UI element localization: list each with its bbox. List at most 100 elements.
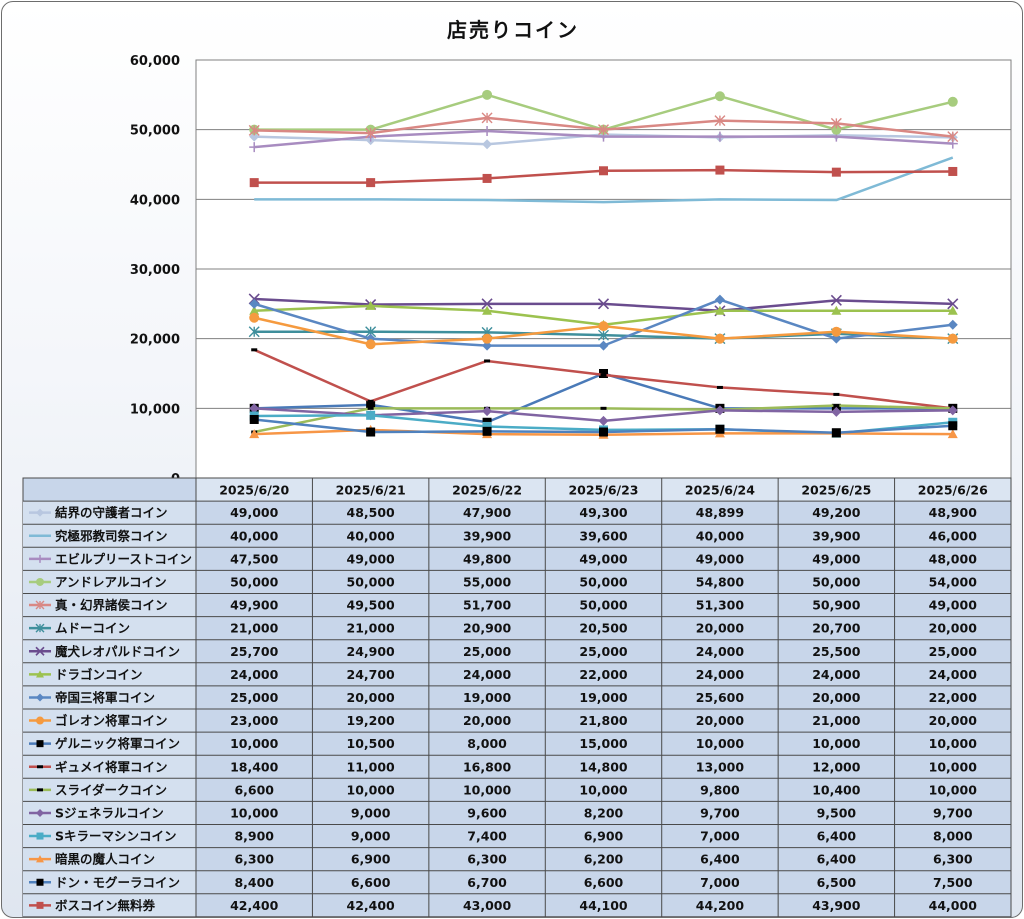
table-value: 21,000: [347, 621, 396, 636]
data-point: [947, 96, 958, 107]
table-value: 10,000: [696, 736, 745, 751]
table-value: 25,600: [696, 690, 745, 705]
table-value: 24,700: [347, 667, 396, 682]
table-value: 10,000: [463, 782, 512, 797]
table-value: 21,000: [812, 713, 861, 728]
table-value: 49,300: [579, 505, 628, 520]
series-line: [254, 156, 954, 204]
table-value: 39,900: [812, 528, 861, 543]
table-value: 6,600: [234, 782, 274, 797]
table-value: 20,700: [812, 621, 861, 636]
table-value: 20,000: [812, 690, 861, 705]
table-value: 24,000: [696, 644, 745, 659]
table-value: 48,500: [347, 505, 396, 520]
table-value: 6,600: [351, 875, 391, 890]
series-name: Sキラーマシンコイン: [55, 829, 177, 844]
series-name: ゲルニック将軍コイン: [55, 736, 180, 751]
x-category-label: 2025/6/21: [336, 483, 406, 498]
data-point: [714, 91, 725, 102]
data-point: [714, 305, 725, 315]
data-point: [600, 406, 607, 410]
table-value: 9,700: [933, 805, 973, 820]
data-point: [482, 333, 493, 344]
data-point: [482, 89, 493, 100]
data-point: [714, 333, 725, 344]
data-point: [947, 333, 958, 344]
legend-key-marker: [35, 646, 45, 656]
table-value: 22,000: [929, 690, 978, 705]
table-value: 8,400: [234, 875, 274, 890]
data-point: [715, 424, 725, 434]
table-value: 10,000: [929, 759, 978, 774]
table-value: 50,000: [812, 574, 861, 589]
x-category-label: 2025/6/20: [219, 483, 289, 498]
data-point: [598, 340, 609, 351]
data-point: [481, 298, 493, 310]
y-tick-label: 10,000: [130, 402, 180, 417]
table-value: 6,400: [817, 829, 857, 844]
y-tick-label: 20,000: [130, 333, 180, 348]
data-point: [482, 173, 492, 183]
data-point: [366, 178, 376, 188]
table-value: 49,500: [347, 598, 396, 613]
data-point: [831, 428, 841, 438]
x-category-label: 2025/6/22: [452, 483, 522, 498]
table-value: 55,000: [463, 574, 512, 589]
table-value: 7,400: [467, 829, 507, 844]
data-point: [249, 131, 260, 142]
table-value: 15,000: [579, 736, 628, 751]
table-value: 6,400: [817, 852, 857, 867]
table-value: 10,000: [579, 782, 628, 797]
table-value: 50,000: [230, 574, 279, 589]
series-name: エビルプリーストコイン: [55, 551, 192, 566]
table-value: 16,800: [463, 759, 512, 774]
data-point: [947, 429, 958, 439]
legend-key-marker: [36, 740, 44, 748]
series-name: 魔犬レオパルドコイン: [55, 644, 180, 659]
data-point: [599, 427, 608, 437]
table-value: 40,000: [696, 528, 745, 543]
data-point: [481, 112, 493, 124]
table-value: 10,000: [230, 805, 279, 820]
legend-key-marker: [36, 554, 44, 563]
table-value: 39,600: [579, 528, 628, 543]
table-value: 25,000: [929, 644, 978, 659]
table-value: 50,900: [812, 598, 861, 613]
table-value: 43,900: [812, 898, 861, 913]
table-value: 20,000: [929, 713, 978, 728]
data-point: [482, 126, 493, 137]
data-point: [365, 339, 376, 350]
data-point: [249, 298, 260, 309]
data-point: [714, 131, 725, 142]
data-point: [597, 298, 610, 310]
table-value: 7,500: [933, 875, 973, 890]
legend-key-marker: [36, 716, 44, 725]
table-value: 40,000: [230, 528, 279, 543]
table-value: 44,100: [579, 898, 628, 913]
data-point: [482, 426, 492, 436]
table-value: 25,000: [579, 644, 628, 659]
legend-key-marker: [36, 832, 44, 840]
legend-key-marker: [37, 788, 43, 792]
data-point: [482, 421, 492, 431]
data-point: [831, 305, 842, 315]
table-value: 24,900: [347, 644, 396, 659]
legend-key-marker: [35, 623, 45, 633]
data-point: [249, 312, 260, 323]
table-value: 19,000: [463, 690, 512, 705]
data-point: [831, 326, 842, 337]
x-category-label: 2025/6/24: [685, 483, 755, 498]
table-value: 11,000: [347, 759, 396, 774]
table-value: 25,700: [230, 644, 279, 659]
table-value: 49,000: [230, 505, 279, 520]
data-point: [249, 178, 259, 188]
series-name: ムドーコイン: [55, 621, 130, 636]
legend-key-marker: [36, 693, 44, 702]
table-value: 25,500: [812, 644, 861, 659]
legend-key-marker: [35, 600, 45, 610]
table-value: 9,800: [700, 782, 740, 797]
table-value: 14,800: [579, 759, 628, 774]
table-value: 19,200: [347, 713, 396, 728]
y-tick-label: 50,000: [130, 124, 180, 139]
table-value: 6,200: [584, 852, 624, 867]
